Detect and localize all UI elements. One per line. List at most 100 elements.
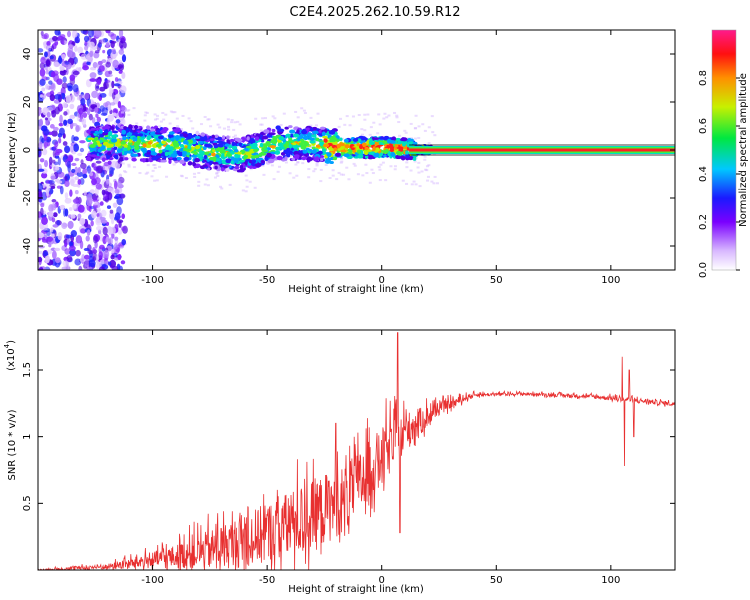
heatmap-cell <box>176 125 180 128</box>
heatmap-cell <box>237 151 242 155</box>
heatmap-cell <box>258 152 263 157</box>
heatmap-cell <box>118 30 124 38</box>
heatmap-cell <box>95 225 103 231</box>
heatmap-cell <box>396 151 403 156</box>
heatmap-cell <box>193 175 197 178</box>
heatmap-cell <box>94 50 100 54</box>
heatmap-cell <box>103 249 110 259</box>
heatmap-cell <box>435 182 439 185</box>
heatmap-cell <box>379 152 384 157</box>
heatmap-cell <box>288 152 292 155</box>
heatmap-cell <box>52 159 56 164</box>
heatmap-cell <box>151 169 155 172</box>
heatmap-cell <box>88 259 96 268</box>
heatmap-cell <box>189 120 193 123</box>
heatmap-cell <box>40 56 46 64</box>
heatmap-cell <box>187 117 191 120</box>
heatmap-cell <box>86 229 91 236</box>
heatmap-cell <box>356 143 361 147</box>
heatmap-cell <box>301 162 305 165</box>
heatmap-cell <box>284 126 289 130</box>
heatmap-cell <box>426 175 430 178</box>
heatmap-cell <box>230 156 235 161</box>
heatmap-cell <box>309 137 315 141</box>
heatmap-cell <box>94 136 99 142</box>
heatmap-cell <box>226 138 231 144</box>
heatmap-cell <box>158 135 164 140</box>
heatmap-cell <box>145 144 152 149</box>
heatmap-cell <box>64 192 69 200</box>
heatmap-cell <box>238 159 245 163</box>
heatmap-cell <box>74 157 80 162</box>
heatmap-cell <box>82 65 89 71</box>
heatmap-cell <box>143 119 147 122</box>
heatmap-cell <box>64 145 71 154</box>
heatmap-cell <box>64 175 68 182</box>
heatmap-cell <box>39 266 44 270</box>
heatmap-cell <box>352 149 357 153</box>
heatmap-cell <box>172 163 176 166</box>
heatmap-cell <box>230 118 234 121</box>
heatmap-cell <box>352 138 359 142</box>
heatmap-cell <box>285 133 291 138</box>
heatmap-cell <box>71 134 75 144</box>
heatmap-cell <box>217 142 224 148</box>
heatmap-cell <box>107 135 111 140</box>
snr-y-label: SNR (10 * v/v) <box>7 409 18 480</box>
heatmap-cell <box>381 161 385 164</box>
heatmap-cell <box>67 118 73 125</box>
heatmap-cell <box>127 109 131 112</box>
heatmap-cell <box>153 166 157 169</box>
heatmap-cell <box>62 76 67 83</box>
heatmap-cell <box>363 129 367 132</box>
heatmap-cell <box>225 158 232 164</box>
heatmap-cell <box>45 83 49 90</box>
heatmap-cell <box>212 156 217 160</box>
heatmap-cell <box>38 182 44 192</box>
heatmap-cell <box>146 171 150 174</box>
heatmap-cell <box>124 157 129 161</box>
heatmap-cell <box>423 158 427 161</box>
heatmap-cell <box>102 226 108 236</box>
heatmap-cell <box>41 87 46 92</box>
heatmap-cell <box>137 139 142 144</box>
heatmap-cell <box>343 138 349 143</box>
heatmap-cell <box>93 51 100 59</box>
heatmap-cell <box>76 112 80 122</box>
heatmap-cell <box>92 246 96 254</box>
heatmap-cell <box>364 146 369 151</box>
heatmap-cell <box>339 117 343 120</box>
heatmap-cell <box>233 134 237 137</box>
heatmap-cell <box>432 153 436 156</box>
heatmap-cell <box>49 104 56 111</box>
heatmap-cell <box>343 123 347 126</box>
heatmap-cell <box>144 172 148 175</box>
heatmap-cell <box>102 81 109 90</box>
heatmap-cell <box>401 140 408 145</box>
heatmap-cell <box>98 251 103 259</box>
heatmap-cell <box>378 168 382 171</box>
heatmap-cell <box>221 135 226 140</box>
heatmap-cell <box>265 140 271 146</box>
heatmap-cell <box>50 227 54 233</box>
heatmap-cell <box>121 155 125 158</box>
heatmap-cell <box>168 131 175 135</box>
heatmap-cell <box>68 245 76 251</box>
heatmap-cell <box>107 104 112 112</box>
colorbar-tick-label: 0.2 <box>698 214 709 230</box>
heatmap-cell <box>90 130 95 134</box>
heatmap-cell <box>339 137 343 141</box>
spectrogram-x-tick-label: -100 <box>141 275 164 286</box>
heatmap-cell <box>234 153 241 159</box>
heatmap-cell <box>83 35 90 42</box>
heatmap-cell <box>119 193 126 199</box>
heatmap-cell <box>417 161 421 164</box>
heatmap-cell <box>218 126 222 129</box>
spectrogram-y-label: Frequency (Hz) <box>7 112 18 188</box>
heatmap-cell <box>176 155 180 158</box>
heatmap-cell <box>386 144 390 149</box>
heatmap-cell <box>144 111 148 114</box>
heatmap-cell <box>74 176 80 181</box>
heatmap-cell <box>106 205 112 210</box>
heatmap-cell <box>119 162 123 165</box>
